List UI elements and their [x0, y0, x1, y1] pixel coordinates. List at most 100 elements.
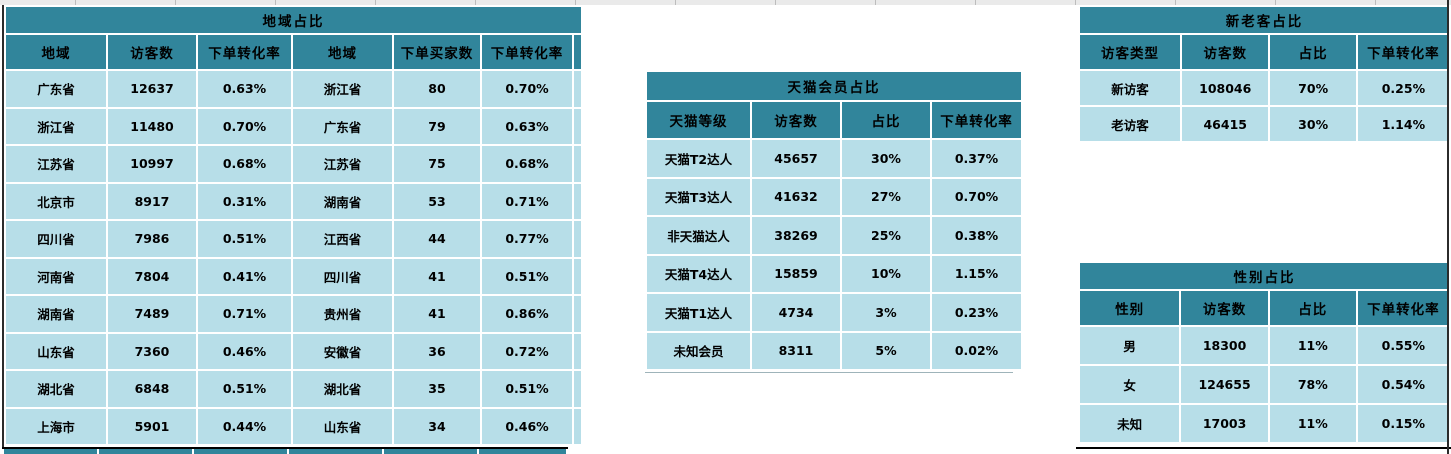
cell[interactable]: 11480 — [108, 108, 196, 144]
column-header[interactable]: 访客数 — [1182, 35, 1269, 69]
cell[interactable]: 湖北省 — [293, 371, 392, 407]
cell[interactable]: 30% — [1270, 107, 1356, 141]
cell[interactable]: 12637 — [108, 71, 196, 107]
cell[interactable]: 1.14% — [1357, 107, 1449, 141]
cell[interactable]: 四川省 — [293, 258, 392, 294]
cell[interactable]: 老访客 — [1080, 107, 1181, 141]
cell[interactable]: 53 — [394, 183, 480, 219]
cell[interactable]: 江苏省 — [6, 146, 106, 182]
cell[interactable]: 4734 — [752, 294, 840, 331]
cell[interactable]: 新访客 — [1080, 71, 1181, 105]
cell[interactable]: 未知 — [1080, 405, 1180, 442]
cell[interactable]: 0.51% — [482, 258, 572, 294]
cell[interactable]: 河南省 — [6, 258, 106, 294]
cell[interactable]: 11% — [1269, 327, 1356, 364]
cell[interactable]: 75 — [394, 146, 480, 182]
column-header[interactable]: 天猫等级 — [647, 102, 750, 138]
cell[interactable]: 78% — [1269, 366, 1356, 403]
cell[interactable]: 0.70% — [932, 178, 1021, 215]
cell[interactable]: 江苏省 — [293, 146, 392, 182]
cell[interactable]: 5% — [842, 332, 930, 369]
cell[interactable]: 0.46% — [198, 333, 291, 369]
cell[interactable]: 四川省 — [6, 221, 106, 257]
cell[interactable]: 41 — [394, 258, 480, 294]
cell[interactable]: 北京市 — [6, 183, 106, 219]
table-title[interactable]: 新老客占比 — [1080, 7, 1449, 33]
cell[interactable]: 108046 — [1182, 71, 1269, 105]
cell[interactable]: 35 — [394, 371, 480, 407]
cell[interactable]: 0.63% — [198, 71, 291, 107]
cell[interactable]: 18300 — [1181, 327, 1268, 364]
cell[interactable]: 0.02% — [932, 332, 1021, 369]
cell[interactable]: 广东省 — [293, 108, 392, 144]
cell[interactable]: 0.41% — [198, 258, 291, 294]
cell[interactable]: 0.25% — [1357, 71, 1449, 105]
cell[interactable]: 男 — [1080, 327, 1180, 364]
cell[interactable]: 0.46% — [482, 408, 572, 444]
cell[interactable]: 124655 — [1181, 366, 1268, 403]
cell[interactable]: 安徽省 — [293, 333, 392, 369]
cell[interactable]: 未知会员 — [647, 332, 750, 369]
cell[interactable]: 湖北省 — [6, 371, 106, 407]
cell[interactable]: 41632 — [752, 178, 840, 215]
column-header[interactable]: 下单买家数 — [394, 35, 480, 69]
cell[interactable]: 广东省 — [6, 71, 106, 107]
cell[interactable]: 44 — [394, 221, 480, 257]
cell[interactable]: 7986 — [108, 221, 196, 257]
cell[interactable]: 10997 — [108, 146, 196, 182]
column-header[interactable]: 访客数 — [1181, 291, 1268, 325]
cell[interactable]: 天猫T4达人 — [647, 255, 750, 292]
cell[interactable]: 0.63% — [482, 108, 572, 144]
cell[interactable]: 天猫T3达人 — [647, 178, 750, 215]
column-header[interactable]: 访客数 — [108, 35, 196, 69]
cell[interactable]: 天猫T2达人 — [647, 140, 750, 177]
column-header[interactable]: 下单转化率 — [482, 35, 572, 69]
cell[interactable]: 贵州省 — [293, 296, 392, 332]
cell[interactable]: 0.70% — [198, 108, 291, 144]
cell[interactable]: 湖南省 — [6, 296, 106, 332]
cell[interactable]: 79 — [394, 108, 480, 144]
column-header[interactable]: 下单转化率 — [932, 102, 1021, 138]
table-title[interactable]: 天猫会员占比 — [647, 72, 1021, 100]
cell[interactable]: 41 — [394, 296, 480, 332]
column-header[interactable]: 下单转化率 — [1357, 291, 1449, 325]
table-title[interactable]: 地域占比 — [6, 7, 581, 33]
cell[interactable]: 0.70% — [482, 71, 572, 107]
cell[interactable]: 5901 — [108, 408, 196, 444]
cell[interactable]: 7489 — [108, 296, 196, 332]
cell[interactable]: 36 — [394, 333, 480, 369]
column-header[interactable]: 下单转化率 — [1357, 35, 1449, 69]
cell[interactable]: 0.38% — [932, 217, 1021, 254]
column-header[interactable]: 性别 — [1080, 291, 1180, 325]
cell[interactable]: 25% — [842, 217, 930, 254]
column-header[interactable]: 访客数 — [752, 102, 840, 138]
column-header[interactable]: 占比 — [842, 102, 930, 138]
cell[interactable]: 浙江省 — [6, 108, 106, 144]
cell[interactable]: 70% — [1270, 71, 1356, 105]
cell[interactable]: 0.15% — [1357, 405, 1449, 442]
cell[interactable]: 3% — [842, 294, 930, 331]
cell[interactable]: 0.51% — [198, 221, 291, 257]
cell[interactable]: 7804 — [108, 258, 196, 294]
cell[interactable]: 80 — [394, 71, 480, 107]
cell[interactable]: 0.31% — [198, 183, 291, 219]
cell[interactable]: 女 — [1080, 366, 1180, 403]
cell[interactable]: 0.54% — [1357, 366, 1449, 403]
cell[interactable]: 0.55% — [1357, 327, 1449, 364]
cell[interactable]: 46415 — [1182, 107, 1269, 141]
cell[interactable]: 6848 — [108, 371, 196, 407]
cell[interactable]: 0.68% — [198, 146, 291, 182]
cell[interactable]: 0.77% — [482, 221, 572, 257]
cell[interactable]: 10% — [842, 255, 930, 292]
cell[interactable]: 山东省 — [293, 408, 392, 444]
cell[interactable]: 江西省 — [293, 221, 392, 257]
cell[interactable]: 7360 — [108, 333, 196, 369]
column-header[interactable]: 占比 — [1269, 291, 1356, 325]
cell[interactable]: 15859 — [752, 255, 840, 292]
cell[interactable]: 0.72% — [482, 333, 572, 369]
cell[interactable]: 浙江省 — [293, 71, 392, 107]
column-header[interactable]: 访客类型 — [1080, 35, 1181, 69]
cell[interactable]: 30% — [842, 140, 930, 177]
cell[interactable]: 0.37% — [932, 140, 1021, 177]
cell[interactable]: 17003 — [1181, 405, 1268, 442]
